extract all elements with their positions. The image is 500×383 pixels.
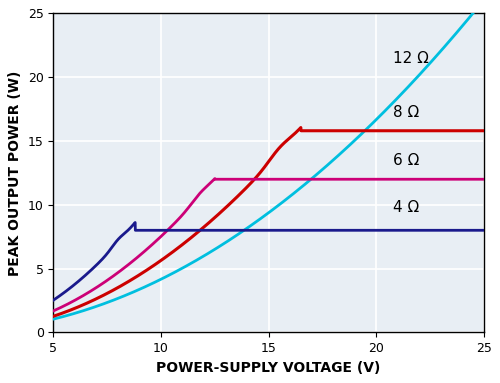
Text: 12 Ω: 12 Ω bbox=[394, 51, 430, 65]
Text: 8 Ω: 8 Ω bbox=[394, 105, 419, 120]
Text: 4 Ω: 4 Ω bbox=[394, 200, 419, 215]
X-axis label: POWER-SUPPLY VOLTAGE (V): POWER-SUPPLY VOLTAGE (V) bbox=[156, 361, 381, 375]
Text: 6 Ω: 6 Ω bbox=[394, 152, 420, 168]
Y-axis label: PEAK OUTPUT POWER (W): PEAK OUTPUT POWER (W) bbox=[8, 70, 22, 275]
